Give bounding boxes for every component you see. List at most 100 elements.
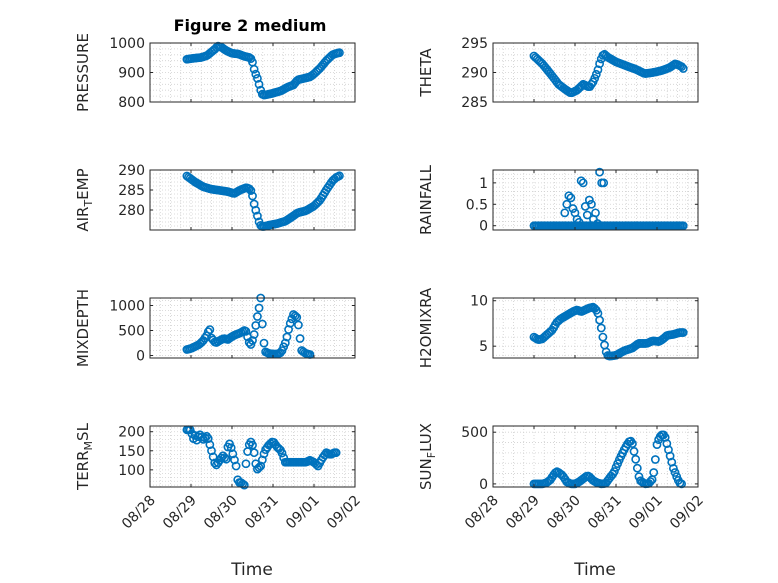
data-point <box>582 210 592 220</box>
data-point <box>591 69 601 79</box>
axes-mixdepth: 0 500 1000 MIXDEPTH <box>74 289 356 367</box>
data-point <box>566 193 576 203</box>
x-tick-label: 08/30 <box>201 493 241 533</box>
data-point <box>598 332 608 342</box>
data-point <box>631 454 641 464</box>
y-tick-label: 150 <box>118 444 145 460</box>
y-tick-label: 285 <box>461 95 488 111</box>
data-point <box>290 311 300 321</box>
data-point <box>257 319 267 329</box>
data-point <box>248 191 257 201</box>
x-tick-label: 08/31 <box>585 493 625 533</box>
data-point <box>205 325 215 334</box>
y-tick-label: 100 <box>118 463 145 479</box>
x-tick-label: 09/01 <box>626 493 666 533</box>
x-tick-label: 08/28 <box>119 493 159 533</box>
data-point <box>249 64 259 74</box>
axes-box <box>492 297 699 359</box>
axes-box <box>149 169 356 231</box>
data-point <box>678 221 688 231</box>
data-point <box>220 453 230 463</box>
data-point <box>280 338 290 348</box>
data-point <box>595 59 604 69</box>
y-tick-label: 0 <box>136 349 145 365</box>
axes-h2omixra: 5 10 H2OMIXRA <box>417 287 699 368</box>
y-tick-label: 0 <box>479 477 488 493</box>
y-tick-label: 800 <box>118 95 145 111</box>
data-point <box>678 328 688 337</box>
data-point <box>241 459 251 469</box>
x-tick-label: 08/30 <box>544 493 584 533</box>
data-point <box>599 178 609 188</box>
x-axis-label-left: Time <box>230 560 273 580</box>
data-point <box>587 199 596 209</box>
data-point <box>253 211 262 221</box>
y-tick-label: 5 <box>479 339 488 355</box>
y-axis-label-theta: THETA <box>417 48 435 98</box>
y-tick-label: 290 <box>118 163 145 179</box>
data-point <box>295 334 305 343</box>
data-point <box>241 326 251 336</box>
data-point <box>335 48 344 58</box>
y-tick-label: 500 <box>118 324 145 340</box>
y-axis-label-rainfall: RAINFALL <box>417 164 435 235</box>
x-tick-label: 09/02 <box>324 493 364 533</box>
data-point <box>253 74 262 83</box>
data-point <box>670 468 680 477</box>
data-point <box>292 312 302 322</box>
axes-theta: 285 290 295 THETA <box>417 36 699 111</box>
axes-terrmsl: 08/28 08/29 08/30 08/31 09/01 09/02 100 150 200 T… <box>74 422 364 532</box>
data-point <box>628 439 637 448</box>
y-axis-label-terrmsl: TERRMSL <box>74 422 95 491</box>
data-point <box>244 184 254 194</box>
x-axis-label-right: Time <box>573 560 616 580</box>
data-point <box>246 340 256 349</box>
y-tick-label: 900 <box>118 66 145 82</box>
data-point <box>568 204 578 213</box>
data-point <box>669 463 678 473</box>
data-point <box>277 448 287 458</box>
axes-rainfall: 0 0.5 1 RAINFALL <box>417 164 699 235</box>
data-point <box>629 447 639 456</box>
data-point <box>239 480 249 490</box>
y-axis-label-airtemp: AIRTEMP <box>74 168 95 231</box>
data-point <box>678 64 688 73</box>
data-point <box>285 318 295 328</box>
data-point <box>335 171 344 181</box>
data-point <box>221 454 231 464</box>
data-point <box>650 455 660 464</box>
data-point <box>609 467 619 476</box>
data-point <box>576 176 586 186</box>
data-point <box>578 178 588 188</box>
data-point <box>632 463 642 473</box>
y-tick-label: 500 <box>461 425 488 441</box>
y-tick-label: 10 <box>470 294 488 310</box>
data-point <box>259 338 269 348</box>
y-tick-label: 0 <box>479 219 488 235</box>
data-point <box>590 73 600 83</box>
data-point <box>248 336 257 345</box>
y-axis-label-pressure: PRESSURE <box>74 33 92 112</box>
data-point <box>574 217 584 227</box>
data-point <box>253 312 262 321</box>
x-tick-label: 09/01 <box>283 493 323 533</box>
axes-sunflux: 08/28 08/29 08/30 08/31 09/01 09/02 0 500 SUNFLU… <box>417 423 707 532</box>
data-point <box>596 323 606 333</box>
data-point <box>591 208 600 218</box>
x-tick-label: 08/29 <box>503 493 543 533</box>
y-axis-label-mixdepth: MIXDEPTH <box>74 289 92 367</box>
data-point <box>246 186 256 195</box>
y-tick-label: 0.5 <box>466 197 488 213</box>
data-point <box>646 477 655 486</box>
data-point <box>251 69 261 79</box>
data-point <box>584 195 594 205</box>
x-tick-label: 09/02 <box>667 493 707 533</box>
data-point <box>649 468 659 477</box>
data-point <box>231 461 241 471</box>
y-tick-label: 295 <box>461 36 488 52</box>
y-tick-label: 280 <box>118 203 145 219</box>
data-point <box>560 208 570 218</box>
axes-airtemp: 280 285 290 AIRTEMP <box>74 163 356 232</box>
y-tick-label: 1 <box>479 176 488 192</box>
